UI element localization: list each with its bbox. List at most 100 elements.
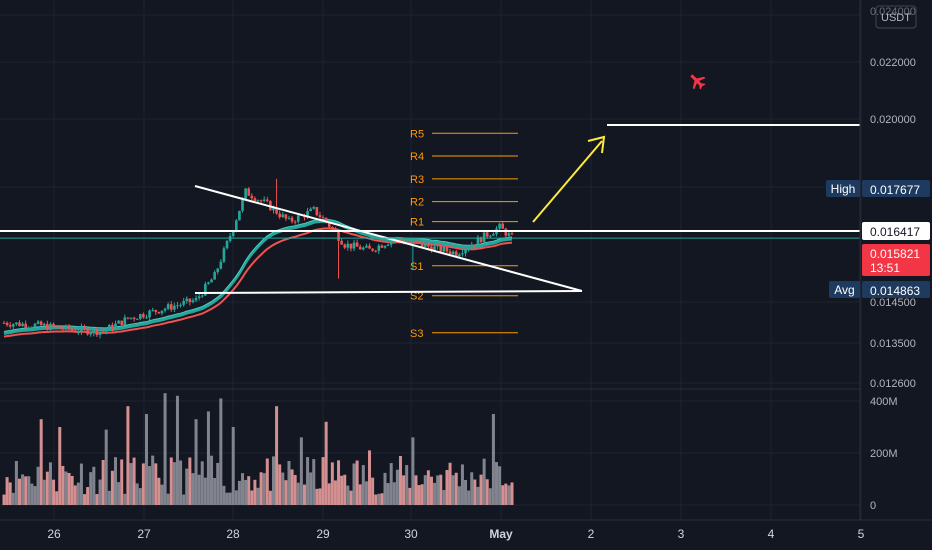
candle-body[interactable] (327, 221, 331, 227)
candle-body[interactable] (371, 248, 374, 251)
candle-body[interactable] (479, 237, 483, 243)
candle-body[interactable] (120, 320, 124, 326)
candle-body[interactable] (408, 241, 412, 243)
candle-body[interactable] (281, 214, 285, 217)
candle-body[interactable] (8, 325, 12, 327)
candle-body[interactable] (197, 296, 201, 298)
candle-body[interactable] (132, 317, 136, 319)
candle-body[interactable] (365, 245, 368, 248)
candle-body[interactable] (207, 282, 210, 284)
candle-body[interactable] (67, 325, 71, 330)
candle-body[interactable] (309, 208, 312, 212)
candle-body[interactable] (70, 329, 74, 331)
candle-body[interactable] (253, 198, 257, 201)
candle-body[interactable] (461, 253, 464, 255)
candle-body[interactable] (343, 244, 347, 248)
candle-body[interactable] (55, 326, 58, 328)
trendline-support[interactable] (194, 290, 583, 294)
candle-body[interactable] (101, 331, 105, 333)
candle-body[interactable] (324, 217, 328, 222)
candle-body[interactable] (126, 317, 130, 319)
candle-body[interactable] (442, 246, 446, 252)
candle-body[interactable] (386, 244, 390, 246)
candle-body[interactable] (389, 240, 393, 245)
candle-body[interactable] (108, 324, 111, 330)
candle-body[interactable] (173, 305, 176, 310)
candle-body[interactable] (485, 232, 489, 237)
candle-body[interactable] (293, 221, 297, 223)
candle-body[interactable] (262, 199, 266, 201)
candle-body[interactable] (368, 245, 371, 249)
candle-body[interactable] (18, 322, 21, 327)
candle-body[interactable] (117, 320, 120, 324)
candle-body[interactable] (489, 235, 492, 237)
candle-body[interactable] (377, 245, 381, 251)
candle-body[interactable] (423, 244, 427, 247)
candle-body[interactable] (129, 317, 133, 319)
candle-body[interactable] (439, 244, 443, 252)
candle-body[interactable] (482, 232, 486, 243)
candle-body[interactable] (73, 330, 77, 333)
candle-body[interactable] (77, 332, 80, 334)
candle-body[interactable] (216, 268, 220, 273)
candle-body[interactable] (399, 238, 402, 241)
candle-body[interactable] (265, 199, 269, 201)
candle-body[interactable] (157, 311, 161, 314)
candles[interactable] (2, 178, 514, 339)
candle-body[interactable] (312, 207, 316, 209)
candle-body[interactable] (476, 237, 480, 245)
candle-body[interactable] (355, 242, 359, 247)
candle-body[interactable] (473, 244, 477, 246)
candle-body[interactable] (352, 242, 356, 249)
candle-body[interactable] (346, 243, 350, 248)
candle-body[interactable] (46, 323, 49, 330)
candle-body[interactable] (250, 195, 254, 199)
candle-body[interactable] (427, 244, 430, 247)
candle-body[interactable] (179, 304, 182, 306)
candle-body[interactable] (296, 215, 300, 222)
candle-body[interactable] (151, 309, 154, 311)
candle-body[interactable] (235, 220, 238, 231)
time-axis[interactable]: 26 27 28 29 30 May 2 3 4 5 (0, 519, 932, 541)
candle-body[interactable] (169, 304, 173, 310)
candle-body[interactable] (52, 323, 55, 327)
candle-body[interactable] (163, 308, 167, 311)
candle-body[interactable] (470, 244, 474, 248)
candle-body[interactable] (405, 241, 408, 243)
candle-body[interactable] (194, 297, 198, 301)
candle-body[interactable] (420, 242, 424, 247)
candle-body[interactable] (188, 298, 192, 303)
candle-body[interactable] (30, 327, 34, 329)
candle-body[interactable] (433, 246, 436, 252)
candle-body[interactable] (95, 329, 99, 335)
candle-body[interactable] (111, 324, 114, 330)
candle-body[interactable] (92, 329, 96, 334)
currency-badge[interactable] (875, 5, 917, 29)
candle-body[interactable] (36, 321, 40, 324)
candle-body[interactable] (417, 241, 421, 243)
drawings[interactable] (0, 124, 860, 294)
candle-body[interactable] (2, 322, 6, 324)
candle-body[interactable] (272, 207, 275, 211)
candle-body[interactable] (374, 250, 378, 252)
candle-body[interactable] (114, 323, 117, 330)
candle-body[interactable] (331, 226, 334, 229)
candle-body[interactable] (510, 233, 514, 235)
candle-body[interactable] (61, 328, 65, 330)
candle-body[interactable] (321, 217, 325, 219)
candle-body[interactable] (454, 251, 458, 257)
candle-body[interactable] (287, 217, 291, 219)
candle-body[interactable] (383, 245, 387, 248)
candle-body[interactable] (21, 323, 24, 327)
candle-body[interactable] (200, 295, 204, 297)
candle-body[interactable] (275, 207, 278, 214)
candle-body[interactable] (238, 210, 241, 221)
candle-body[interactable] (414, 240, 418, 242)
candle-body[interactable] (231, 230, 235, 237)
candle-body[interactable] (436, 244, 439, 247)
candle-body[interactable] (451, 251, 455, 255)
candle-body[interactable] (241, 198, 244, 211)
candle-body[interactable] (448, 251, 452, 255)
airplane-icon[interactable] (686, 70, 709, 93)
candle-body[interactable] (256, 200, 260, 202)
